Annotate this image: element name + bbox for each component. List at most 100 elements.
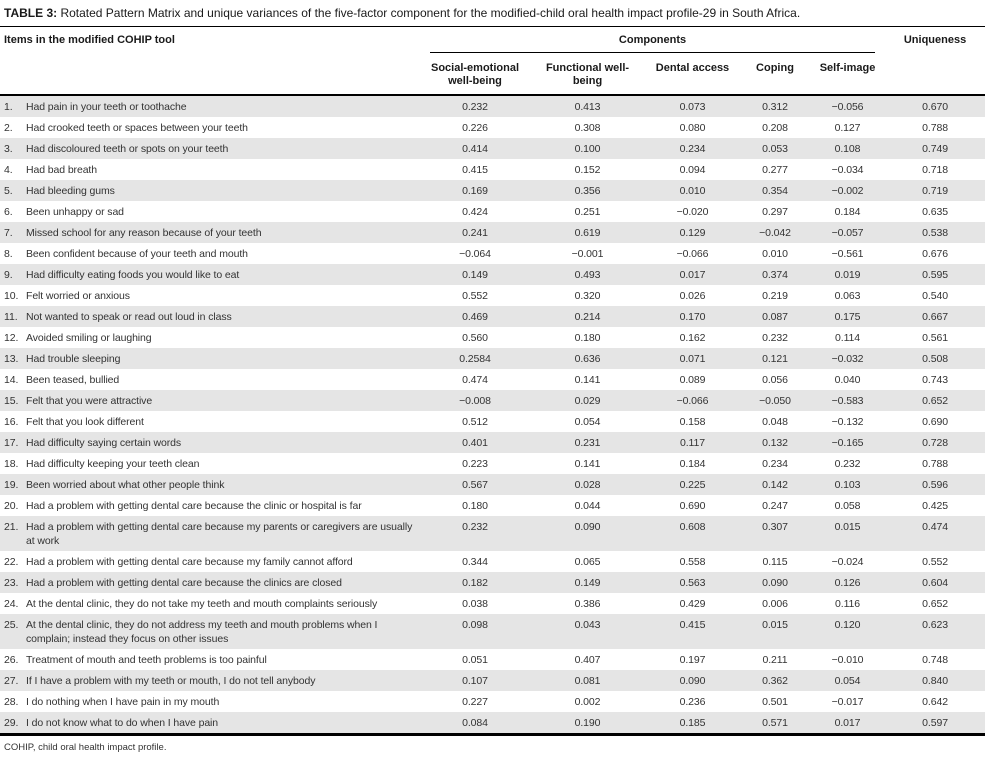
value-cell-self-image: 0.126 [834, 576, 861, 589]
table-row: 5. Had bleeding gums 0.169 0.356 0.010 0… [0, 180, 985, 201]
item-number: 24. [4, 597, 19, 610]
value-cell-social-emotional: 0.512 [462, 415, 488, 428]
value-cell-functional: 0.493 [574, 268, 601, 281]
table-row: 14. Been teased, bullied 0.474 0.141 0.0… [0, 369, 985, 390]
value-cell-uniqueness: 0.690 [922, 415, 948, 428]
value-cell-self-image: −0.132 [831, 415, 864, 428]
value-cell-dental-access: 0.094 [679, 163, 706, 176]
table-row: 21. Had a problem with getting dental ca… [0, 516, 985, 551]
table-row: 15. Felt that you were attractive −0.008… [0, 390, 985, 411]
value-cell-coping: −0.042 [759, 226, 791, 239]
item-cell: 15. Felt that you were attractive [0, 390, 420, 411]
column-header-functional: Functional well-being [545, 62, 630, 87]
value-cell-uniqueness: 0.538 [922, 226, 948, 239]
value-cell-dental-access: 0.608 [679, 520, 706, 533]
value-cell-uniqueness: 0.652 [922, 597, 948, 610]
value-cell-coping: 0.115 [762, 555, 788, 568]
value-cell-dental-access: −0.066 [676, 394, 709, 407]
value-cell-social-emotional: 0.051 [462, 653, 488, 666]
value-cell-coping: 0.501 [762, 695, 788, 708]
table-row: 2. Had crooked teeth or spaces between y… [0, 117, 985, 138]
value-cell-self-image: 0.175 [834, 310, 861, 323]
table-row: 6. Been unhappy or sad 0.424 0.251 −0.02… [0, 201, 985, 222]
value-cell-functional: 0.044 [574, 499, 601, 512]
value-cell-self-image: −0.165 [831, 436, 864, 449]
table-row: 27. If I have a problem with my teeth or… [0, 670, 985, 691]
value-cell-social-emotional: 0.469 [462, 310, 488, 323]
item-text: If I have a problem with my teeth or mou… [26, 674, 316, 687]
item-text: Had a problem with getting dental care b… [26, 576, 342, 589]
value-cell-uniqueness: 0.561 [922, 331, 948, 344]
value-cell-functional: 0.413 [574, 100, 601, 113]
value-cell-uniqueness: 0.788 [922, 457, 948, 470]
value-cell-uniqueness: 0.552 [922, 555, 948, 568]
table-row: 29. I do not know what to do when I have… [0, 712, 985, 735]
value-cell-dental-access: 0.563 [679, 576, 706, 589]
item-cell: 14. Been teased, bullied [0, 369, 420, 390]
table-row: 8. Been confident because of your teeth … [0, 243, 985, 264]
value-cell-dental-access: 0.090 [679, 674, 706, 687]
value-cell-dental-access: 0.073 [679, 100, 706, 113]
table-title: TABLE 3: Rotated Pattern Matrix and uniq… [0, 0, 985, 27]
value-cell-social-emotional: 0.2584 [459, 352, 491, 365]
value-cell-uniqueness: 0.623 [922, 618, 948, 631]
value-cell-dental-access: 0.026 [679, 289, 706, 302]
table-row: 16. Felt that you look different 0.512 0… [0, 411, 985, 432]
value-cell-coping: 0.211 [762, 653, 788, 666]
value-cell-self-image: 0.184 [834, 205, 861, 218]
item-text: Felt that you look different [26, 415, 144, 428]
value-cell-self-image: 0.232 [834, 457, 861, 470]
value-cell-dental-access: 0.225 [679, 478, 706, 491]
item-number: 20. [4, 499, 19, 512]
column-header-coping: Coping [756, 62, 794, 74]
item-cell: 10. Felt worried or anxious [0, 285, 420, 306]
value-cell-dental-access: 0.415 [679, 618, 706, 631]
item-cell: 16. Felt that you look different [0, 411, 420, 432]
item-cell: 26. Treatment of mouth and teeth problem… [0, 649, 420, 670]
value-cell-dental-access: 0.184 [679, 457, 706, 470]
item-cell: 6. Been unhappy or sad [0, 201, 420, 222]
value-cell-social-emotional: 0.232 [462, 100, 488, 113]
value-cell-self-image: 0.040 [834, 373, 861, 386]
value-cell-dental-access: 0.429 [679, 597, 706, 610]
pattern-matrix-table: Items in the modified COHIP tool Compone… [0, 27, 985, 736]
item-number: 10. [4, 289, 19, 302]
item-text: Had difficulty eating foods you would li… [26, 268, 240, 281]
item-cell: 9. Had difficulty eating foods you would… [0, 264, 420, 285]
value-cell-coping: 0.208 [762, 121, 788, 134]
table-row: 13. Had trouble sleeping 0.2584 0.636 0.… [0, 348, 985, 369]
value-cell-uniqueness: 0.652 [922, 394, 948, 407]
item-number: 29. [4, 716, 19, 729]
item-cell: 5. Had bleeding gums [0, 180, 420, 201]
table-row: 9. Had difficulty eating foods you would… [0, 264, 985, 285]
value-cell-uniqueness: 0.670 [922, 100, 948, 113]
value-cell-uniqueness: 0.642 [922, 695, 948, 708]
value-cell-social-emotional: 0.241 [462, 226, 488, 239]
item-cell: 28. I do nothing when I have pain in my … [0, 691, 420, 712]
value-cell-functional: 0.054 [574, 415, 601, 428]
value-cell-social-emotional: 0.169 [462, 184, 488, 197]
value-cell-functional: 0.141 [574, 373, 601, 386]
value-cell-dental-access: 0.197 [679, 653, 706, 666]
value-cell-uniqueness: 0.748 [922, 653, 948, 666]
item-text: Had a problem with getting dental care b… [26, 520, 413, 547]
item-number: 2. [4, 121, 13, 134]
item-cell: 27. If I have a problem with my teeth or… [0, 670, 420, 691]
value-cell-self-image: 0.103 [834, 478, 861, 491]
value-cell-self-image: 0.114 [835, 331, 861, 344]
item-cell: 7. Missed school for any reason because … [0, 222, 420, 243]
value-cell-social-emotional: 0.232 [462, 520, 488, 533]
item-text: Felt that you were attractive [26, 394, 153, 407]
item-number: 5. [4, 184, 13, 197]
table-row: 20. Had a problem with getting dental ca… [0, 495, 985, 516]
value-cell-uniqueness: 0.540 [922, 289, 948, 302]
value-cell-functional: 0.043 [574, 618, 601, 631]
value-cell-self-image: 0.015 [834, 520, 861, 533]
value-cell-coping: 0.132 [762, 436, 788, 449]
value-cell-dental-access: 0.010 [679, 184, 706, 197]
item-number: 14. [4, 373, 19, 386]
value-cell-uniqueness: 0.604 [922, 576, 948, 589]
value-cell-coping: −0.050 [759, 394, 791, 407]
item-number: 25. [4, 618, 19, 631]
value-cell-functional: 0.190 [574, 716, 601, 729]
